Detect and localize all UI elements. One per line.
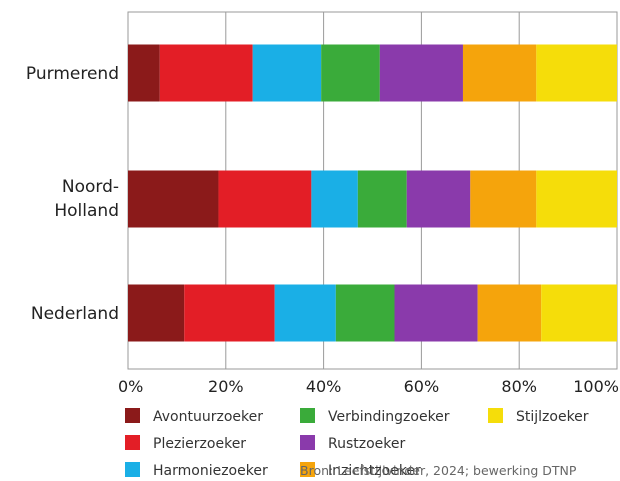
legend-swatch <box>125 462 140 477</box>
bar-segment <box>462 44 537 102</box>
bar-segment <box>159 44 253 102</box>
bar-segment <box>274 284 336 342</box>
x-tick-label: 80% <box>501 377 537 396</box>
legend-swatch <box>300 435 315 450</box>
legend-swatch <box>300 408 315 423</box>
category-label: Nederland <box>31 304 119 324</box>
legend-label: Stijlzoeker <box>516 409 589 425</box>
bar-segment <box>335 284 395 342</box>
legend-swatch <box>488 408 503 423</box>
legend-swatch <box>300 462 315 477</box>
legend-swatch <box>125 408 140 423</box>
bar-segment <box>379 44 463 102</box>
legend-label: Avontuurzoeker <box>153 409 263 425</box>
x-tick-label: 40% <box>306 377 342 396</box>
bar-segment <box>218 170 312 228</box>
x-tick-label: 100% <box>573 377 619 396</box>
bar-segment <box>357 170 407 228</box>
legend-label: Inzichtzoeker <box>328 463 421 479</box>
bar-segment <box>128 170 219 228</box>
source-note: Bron: Leefstijlvinder, 2024; bewerking D… <box>300 463 577 478</box>
x-tick-label: 0% <box>118 377 143 396</box>
x-tick-label: 20% <box>208 377 244 396</box>
legend-label: Verbindingzoeker <box>328 409 450 425</box>
legend-swatch <box>125 435 140 450</box>
bar-segment <box>184 284 275 342</box>
x-tick-label: 60% <box>404 377 440 396</box>
bar-segment <box>536 170 617 228</box>
legend-label: Harmoniezoeker <box>153 463 268 479</box>
bar-segment <box>252 44 322 102</box>
legend-label: Plezierzoeker <box>153 436 246 452</box>
bar-segment <box>311 170 358 228</box>
bar-segment <box>394 284 478 342</box>
bar-segment <box>406 170 471 228</box>
bar-segment <box>536 44 617 102</box>
legend-label: Rustzoeker <box>328 436 406 452</box>
bar-segment <box>128 284 185 342</box>
category-label: Purmerend <box>26 64 119 84</box>
bar-segment <box>470 170 537 228</box>
bar-segment <box>541 284 617 342</box>
bar-segment <box>128 44 160 102</box>
bar-segment <box>321 44 380 102</box>
category-label: Noord-Holland <box>54 177 119 221</box>
bar-segment <box>477 284 542 342</box>
